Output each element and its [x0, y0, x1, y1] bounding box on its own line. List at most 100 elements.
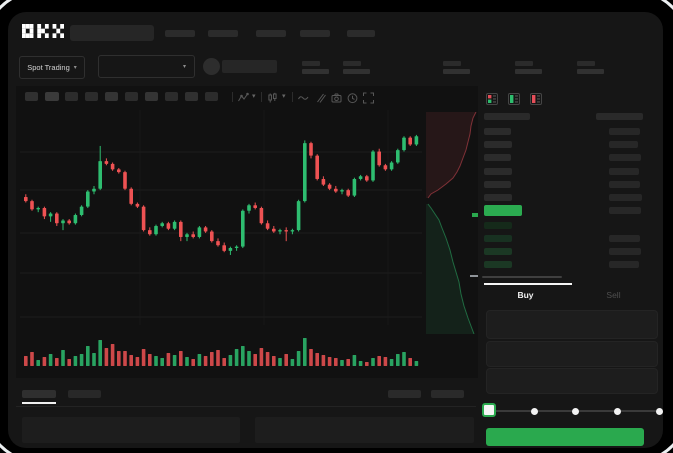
- stat-label-placeholder: [302, 61, 320, 66]
- orderbook-amount-placeholder: [609, 248, 641, 255]
- tab-buy[interactable]: Buy: [480, 290, 571, 300]
- pair-selector[interactable]: ▾: [98, 55, 195, 78]
- stat-label-placeholder: [577, 61, 595, 66]
- orderbook-amount-placeholder: [609, 261, 639, 268]
- line-type-icon[interactable]: [297, 91, 310, 103]
- okx-logo-glyph: [22, 24, 64, 38]
- okx-logo[interactable]: [22, 24, 64, 38]
- chart-section-background: [16, 86, 478, 378]
- orderbook-amount-placeholder: [609, 141, 638, 148]
- chevron-down-icon: ▾: [73, 64, 77, 71]
- search-input[interactable]: [70, 25, 154, 41]
- orderbook-amount-placeholder: [609, 194, 642, 201]
- stat-value-placeholder: [302, 69, 329, 74]
- toolbar-tile-button[interactable]: [165, 92, 178, 101]
- stat-value-placeholder: [343, 69, 370, 74]
- toolbar-tile-button[interactable]: [185, 92, 198, 101]
- book-asks-icon[interactable]: [530, 92, 542, 105]
- tab-sell-label: Sell: [606, 290, 621, 300]
- bottom-tab[interactable]: [22, 390, 56, 398]
- amount-slider-handle[interactable]: [482, 403, 496, 417]
- orderbook-price-placeholder[interactable]: [484, 235, 512, 242]
- toolbar-divider: [292, 92, 293, 102]
- fullscreen-icon[interactable]: [362, 91, 375, 104]
- orderbook-price-placeholder[interactable]: [484, 261, 512, 268]
- toolbar-divider: [232, 92, 233, 102]
- toolbar-tile-button[interactable]: [125, 92, 138, 101]
- orderbook-amount-placeholder: [609, 168, 639, 175]
- stat-value-placeholder: [515, 69, 542, 74]
- orderbook-price-placeholder[interactable]: [484, 222, 512, 229]
- bottom-tab-underline: [22, 402, 56, 404]
- orderbook-amount-placeholder: [609, 207, 641, 214]
- history-icon[interactable]: [346, 91, 359, 104]
- measure-icon[interactable]: [314, 91, 327, 103]
- amount-slider-stop[interactable]: [614, 408, 621, 415]
- depth-chart: [426, 112, 478, 334]
- toolbar-tile-button[interactable]: [105, 92, 118, 101]
- orderbook-header-amount: [596, 113, 643, 120]
- toolbar-tile-button[interactable]: [25, 92, 38, 101]
- bottom-divider: [16, 406, 476, 407]
- coin-avatar: [203, 58, 220, 75]
- book-split-icon[interactable]: [486, 92, 498, 105]
- orderbook-amount-placeholder: [609, 128, 640, 135]
- market-type-selector[interactable]: Spot Trading ▾: [19, 56, 85, 79]
- orderbook-price-placeholder[interactable]: [484, 248, 512, 255]
- stat-value-placeholder: [443, 69, 470, 74]
- orderbook-price-placeholder[interactable]: [484, 141, 512, 148]
- stat-label-placeholder: [443, 61, 461, 66]
- candle-style-icon[interactable]: [266, 91, 279, 103]
- toolbar-divider: [261, 92, 262, 102]
- order-form-input[interactable]: [486, 341, 658, 367]
- nav-item[interactable]: [347, 30, 375, 37]
- toolbar-tile-button[interactable]: [145, 92, 158, 101]
- orderbook-amount-placeholder: [609, 235, 640, 242]
- amount-slider-stop[interactable]: [656, 408, 663, 415]
- orderbook-amount-placeholder: [609, 181, 640, 188]
- bottom-tool-button[interactable]: [388, 390, 421, 398]
- last-price-badge[interactable]: [484, 205, 522, 216]
- bottom-panel-placeholder: [22, 417, 240, 443]
- stat-label-placeholder: [343, 61, 361, 66]
- order-form-input[interactable]: [486, 368, 658, 394]
- stat-label-placeholder: [515, 61, 533, 66]
- tab-sell[interactable]: Sell: [568, 290, 659, 300]
- toolbar-tile-button[interactable]: [205, 92, 218, 101]
- camera-icon[interactable]: [330, 91, 343, 103]
- order-form-input[interactable]: [486, 310, 658, 339]
- bottom-tab[interactable]: [68, 390, 101, 398]
- orderbook-price-placeholder[interactable]: [484, 168, 512, 175]
- stat-value-placeholder: [577, 69, 604, 74]
- chevron-down-icon: ▾: [182, 63, 186, 70]
- orderbook-price-placeholder[interactable]: [484, 181, 511, 188]
- bottom-tool-button[interactable]: [431, 390, 464, 398]
- toolbar-tile-button[interactable]: [45, 92, 59, 101]
- chevron-down-icon[interactable]: ▾: [282, 93, 286, 100]
- orderbook-header-price: [484, 113, 530, 120]
- orderbook-scrollbar[interactable]: [482, 276, 562, 278]
- candlestick-chart: [20, 110, 422, 366]
- active-tab-indicator: [484, 283, 572, 285]
- nav-item[interactable]: [208, 30, 238, 37]
- toolbar-tile-button[interactable]: [85, 92, 98, 101]
- nav-item[interactable]: [300, 30, 330, 37]
- book-bids-icon[interactable]: [508, 92, 520, 105]
- indicators-icon[interactable]: [237, 91, 250, 103]
- nav-item[interactable]: [256, 30, 286, 37]
- amount-slider-stop[interactable]: [531, 408, 538, 415]
- pair-name-placeholder: [222, 60, 277, 73]
- orderbook-price-placeholder[interactable]: [484, 128, 511, 135]
- orderbook-price-placeholder[interactable]: [484, 154, 511, 161]
- chevron-down-icon[interactable]: ▾: [252, 93, 256, 100]
- buy-submit-button[interactable]: [486, 428, 644, 446]
- toolbar-tile-button[interactable]: [65, 92, 78, 101]
- nav-item[interactable]: [165, 30, 195, 37]
- orderbook-price-placeholder[interactable]: [484, 194, 512, 201]
- orderbook-amount-placeholder: [609, 154, 641, 161]
- tab-buy-label: Buy: [517, 290, 534, 300]
- bottom-panel-placeholder: [255, 417, 474, 443]
- amount-slider-stop[interactable]: [572, 408, 579, 415]
- market-type-label: Spot Trading: [27, 63, 70, 72]
